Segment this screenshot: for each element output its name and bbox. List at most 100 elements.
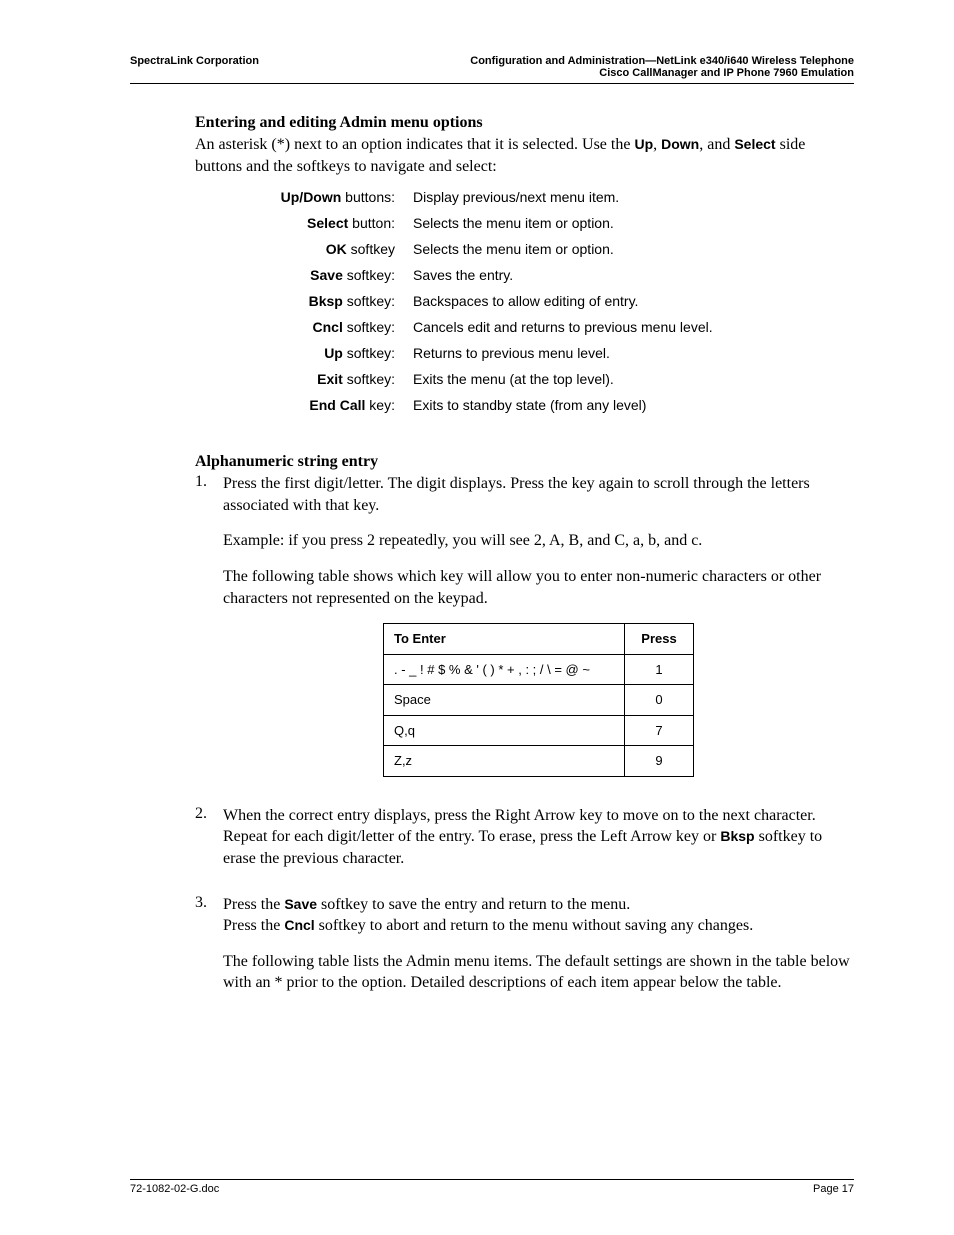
step1-p1: Press the first digit/letter. The digit … [223,473,854,516]
header-right-line2: Cisco CallManager and IP Phone 7960 Emul… [470,67,854,79]
footer-left: 72-1082-02-G.doc [130,1183,219,1195]
key-row: Exit softkey:Exits the menu (at the top … [195,371,854,387]
key-bold: Save [310,267,343,283]
key-row: Bksp softkey:Backspaces to allow editing… [195,293,854,309]
step2-p1: When the correct entry displays, press t… [223,805,854,870]
page-header: SpectraLink Corporation Configuration an… [130,55,854,84]
step-body: Press the first digit/letter. The digit … [223,473,854,795]
intro-text-a: An asterisk (*) next to an option indica… [195,136,634,153]
step3-p2: Press the Cncl softkey to abort and retu… [223,915,854,937]
step-number: 3. [195,894,223,1008]
step-number: 1. [195,473,223,795]
step1-p2: Example: if you press 2 repeatedly, you … [223,530,854,552]
char-entry-table: To Enter Press . - _ ! # $ % & ' ( ) * +… [383,623,694,777]
down-key-label: Down [661,136,699,152]
key-bold: Cncl [313,319,343,335]
td-press: 1 [625,654,694,685]
key-suffix: button: [348,215,395,231]
step-body: When the correct entry displays, press t… [223,805,854,884]
key-suffix: softkey: [343,319,395,335]
step3-p2b: softkey to abort and return to the menu … [315,917,754,934]
key-suffix: softkey: [343,345,395,361]
key-bold: OK [326,241,347,257]
select-key-label: Select [734,136,775,152]
key-label: End Call key: [195,397,413,413]
section-heading-2: Alphanumeric string entry [195,453,854,471]
key-label: OK softkey [195,241,413,257]
key-bold: End Call [309,397,365,413]
step-number: 2. [195,805,223,884]
key-desc: Display previous/next menu item. [413,189,854,205]
step1-p3: The following table shows which key will… [223,566,854,609]
page-footer: 72-1082-02-G.doc Page 17 [130,1179,854,1195]
header-right: Configuration and Administration—NetLink… [470,55,854,79]
key-row: OK softkeySelects the menu item or optio… [195,241,854,257]
key-bold: Bksp [309,293,343,309]
step3-p1b: softkey to save the entry and return to … [317,896,630,913]
step3-p2a: Press the [223,917,284,934]
footer-right: Page 17 [813,1183,854,1195]
section-entering-editing: Entering and editing Admin menu options … [195,114,854,1008]
td-enter: Z,z [384,746,625,777]
key-desc: Returns to previous menu level. [413,345,854,361]
key-row: Select button: Selects the menu item or o… [195,215,854,231]
th-to-enter: To Enter [384,624,625,655]
key-suffix: key: [365,397,395,413]
key-row: Save softkey:Saves the entry. [195,267,854,283]
key-label: Save softkey: [195,267,413,283]
key-row: Up/Down buttons:Display previous/next me… [195,189,854,205]
table-row: Z,z9 [384,746,694,777]
key-bold: Exit [317,371,343,387]
header-left: SpectraLink Corporation [130,55,259,79]
td-press: 9 [625,746,694,777]
step-1: 1. Press the first digit/letter. The dig… [195,473,854,795]
key-desc: Exits to standby state (from any level) [413,397,854,413]
key-descriptions-table: Up/Down buttons:Display previous/next me… [195,189,854,413]
key-desc: Selects the menu item or option. [413,241,854,257]
td-press: 7 [625,715,694,746]
th-press: Press [625,624,694,655]
key-label: Up/Down buttons: [195,189,413,205]
key-desc: Selects the menu item or option. [413,215,854,231]
td-enter: . - _ ! # $ % & ' ( ) * + , : ; / \ = @ … [384,654,625,685]
table-row: Space0 [384,685,694,716]
key-label: Exit softkey: [195,371,413,387]
table-header-row: To Enter Press [384,624,694,655]
key-label: Cncl softkey: [195,319,413,335]
key-row: Cncl softkey:Cancels edit and returns to… [195,319,854,335]
step3-p3: The following table lists the Admin menu… [223,951,854,994]
key-label: Bksp softkey: [195,293,413,309]
td-press: 0 [625,685,694,716]
key-row: Up softkey:Returns to previous menu leve… [195,345,854,361]
step-2: 2. When the correct entry displays, pres… [195,805,854,884]
step3-p1: Press the Save softkey to save the entry… [223,894,854,916]
key-suffix: softkey: [343,267,395,283]
table-row: Q,q7 [384,715,694,746]
key-suffix: softkey: [343,371,395,387]
key-label: Up softkey: [195,345,413,361]
key-desc: Exits the menu (at the top level). [413,371,854,387]
step3-p1a: Press the [223,896,284,913]
key-suffix: softkey [347,241,395,257]
key-bold: Up [324,345,343,361]
bksp-label: Bksp [720,828,754,844]
key-desc: Saves the entry. [413,267,854,283]
section-heading-1: Entering and editing Admin menu options [195,114,854,132]
key-desc: Backspaces to allow editing of entry. [413,293,854,309]
td-enter: Q,q [384,715,625,746]
key-bold: Select [307,215,348,231]
key-suffix: softkey: [343,293,395,309]
td-enter: Space [384,685,625,716]
step-body: Press the Save softkey to save the entry… [223,894,854,1008]
key-desc: Cancels edit and returns to previous men… [413,319,854,335]
header-right-line1: Configuration and Administration—NetLink… [470,55,854,67]
key-suffix: buttons: [341,189,395,205]
intro-sep2: , and [699,136,734,153]
intro-paragraph: An asterisk (*) next to an option indica… [195,134,854,177]
table-row: . - _ ! # $ % & ' ( ) * + , : ; / \ = @ … [384,654,694,685]
cncl-label: Cncl [284,917,314,933]
up-key-label: Up [634,136,653,152]
save-label: Save [284,896,317,912]
step-3: 3. Press the Save softkey to save the en… [195,894,854,1008]
key-bold: Up/Down [281,189,342,205]
